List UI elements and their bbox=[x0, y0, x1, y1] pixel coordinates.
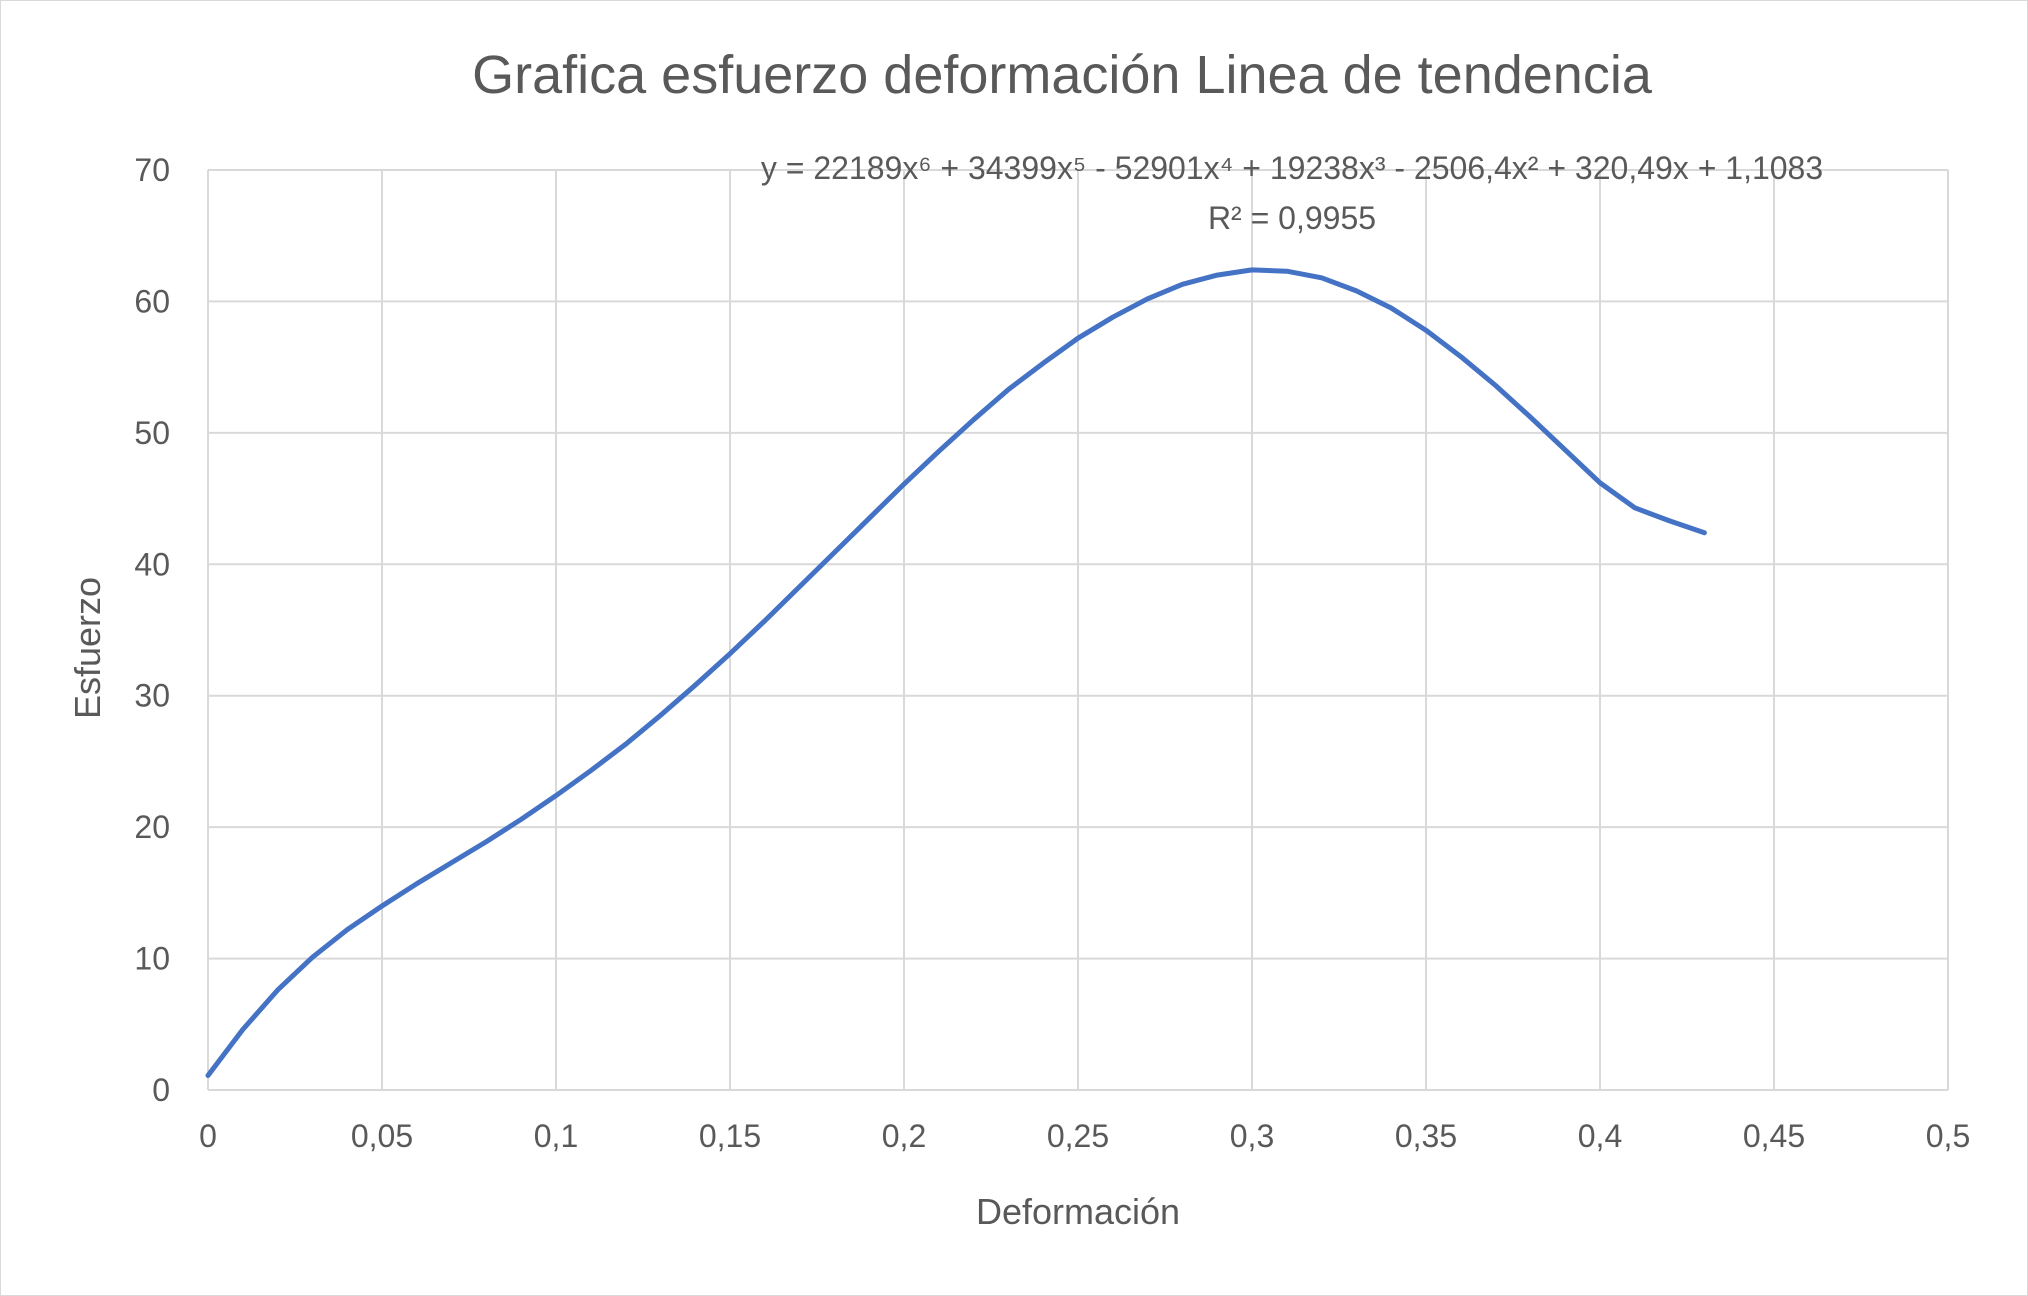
x-tick-label: 0,5 bbox=[1926, 1118, 1970, 1154]
y-tick-labels: 0 10 20 30 40 50 60 70 bbox=[134, 152, 170, 1108]
gridlines bbox=[207, 169, 1949, 1091]
x-tick-label: 0,15 bbox=[699, 1118, 761, 1154]
series-line bbox=[205, 267, 1707, 1078]
x-axis-title: Deformación bbox=[976, 1191, 1180, 1232]
y-tick-label: 40 bbox=[134, 546, 170, 582]
trendline-r2: R² = 0,9955 bbox=[1208, 200, 1376, 236]
y-axis-title: Esfuerzo bbox=[67, 577, 108, 719]
x-tick-label: 0,05 bbox=[351, 1118, 413, 1154]
y-tick-label: 0 bbox=[152, 1072, 170, 1108]
y-tick-label: 70 bbox=[134, 152, 170, 188]
trendline-equation: y = 22189x⁶ + 34399x⁵ - 52901x⁴ + 19238x… bbox=[761, 150, 1823, 186]
x-tick-label: 0,1 bbox=[534, 1118, 578, 1154]
y-tick-label: 30 bbox=[134, 678, 170, 714]
chart-title: Grafica esfuerzo deformación Linea de te… bbox=[472, 45, 1653, 105]
x-tick-label: 0,4 bbox=[1578, 1118, 1622, 1154]
x-tick-label: 0 bbox=[199, 1118, 217, 1154]
y-tick-label: 50 bbox=[134, 415, 170, 451]
y-tick-label: 60 bbox=[134, 283, 170, 319]
x-tick-labels: 0 0,05 0,1 0,15 0,2 0,25 0,3 0,35 0,4 0,45 0,5 bbox=[199, 1118, 1970, 1154]
y-tick-label: 10 bbox=[134, 941, 170, 977]
x-tick-label: 0,45 bbox=[1743, 1118, 1805, 1154]
x-tick-label: 0,35 bbox=[1395, 1118, 1457, 1154]
x-tick-label: 0,3 bbox=[1230, 1118, 1274, 1154]
x-tick-label: 0,2 bbox=[882, 1118, 926, 1154]
x-tick-label: 0,25 bbox=[1047, 1118, 1109, 1154]
y-tick-label: 20 bbox=[134, 809, 170, 845]
